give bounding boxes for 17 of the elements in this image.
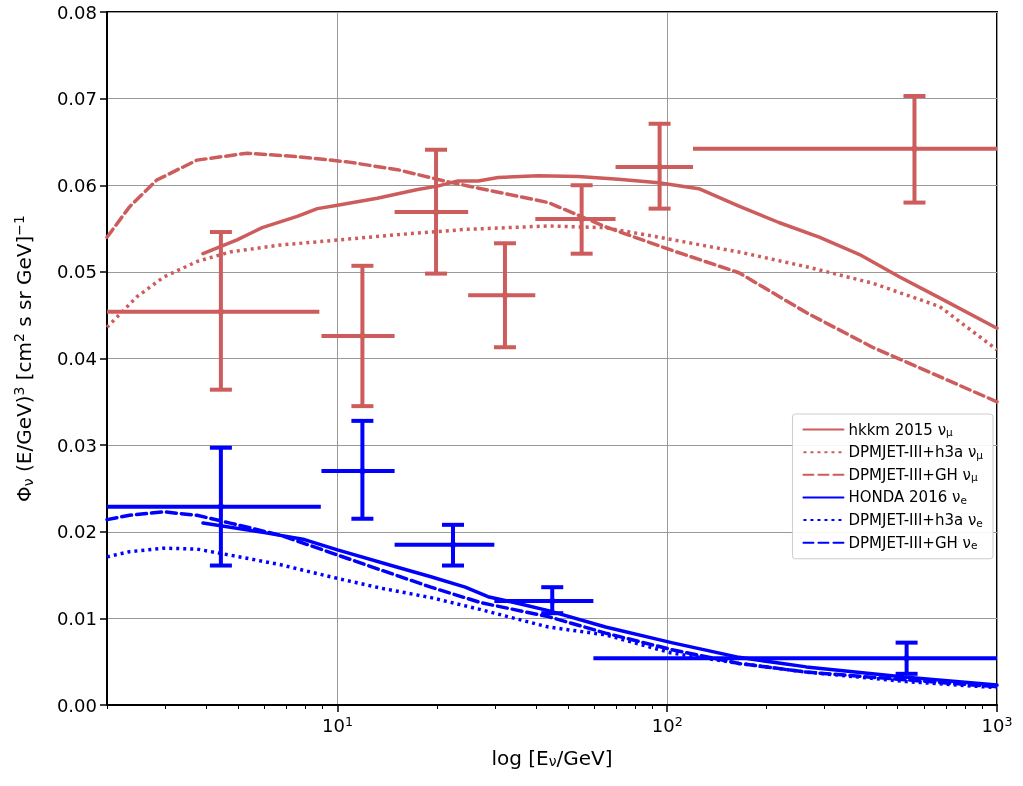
legend-label: hkkm 2015 νμ <box>848 420 954 439</box>
legend-label: DPMJET-III+GH νe <box>848 533 978 552</box>
y-tick-label: 0.08 <box>56 1 97 23</box>
y-axis-title: Φν (E/GeV)3 [cm2 s sr GeV]−1 <box>11 215 36 502</box>
y-tick-label: 0.04 <box>56 348 97 369</box>
y-tick-label: 0.02 <box>56 521 97 543</box>
legend-label: DPMJET-III+h3a νe <box>848 511 983 529</box>
y-tick-label: 0.03 <box>56 434 97 456</box>
legend-label: HONDA 2016 νe <box>848 488 967 507</box>
y-tick-label: 0.07 <box>56 88 97 110</box>
y-tick-label: 0.00 <box>56 694 97 716</box>
legend-label: DPMJET-III+h3a νμ <box>848 443 984 462</box>
y-tick-label: 0.01 <box>56 607 97 629</box>
legend-label: DPMJET-III+GH νμ <box>848 465 978 484</box>
y-tick-label: 0.06 <box>56 174 97 196</box>
y-tick-label: 0.05 <box>56 261 97 283</box>
x-axis-title: log [Eν/GeV] <box>491 745 613 770</box>
